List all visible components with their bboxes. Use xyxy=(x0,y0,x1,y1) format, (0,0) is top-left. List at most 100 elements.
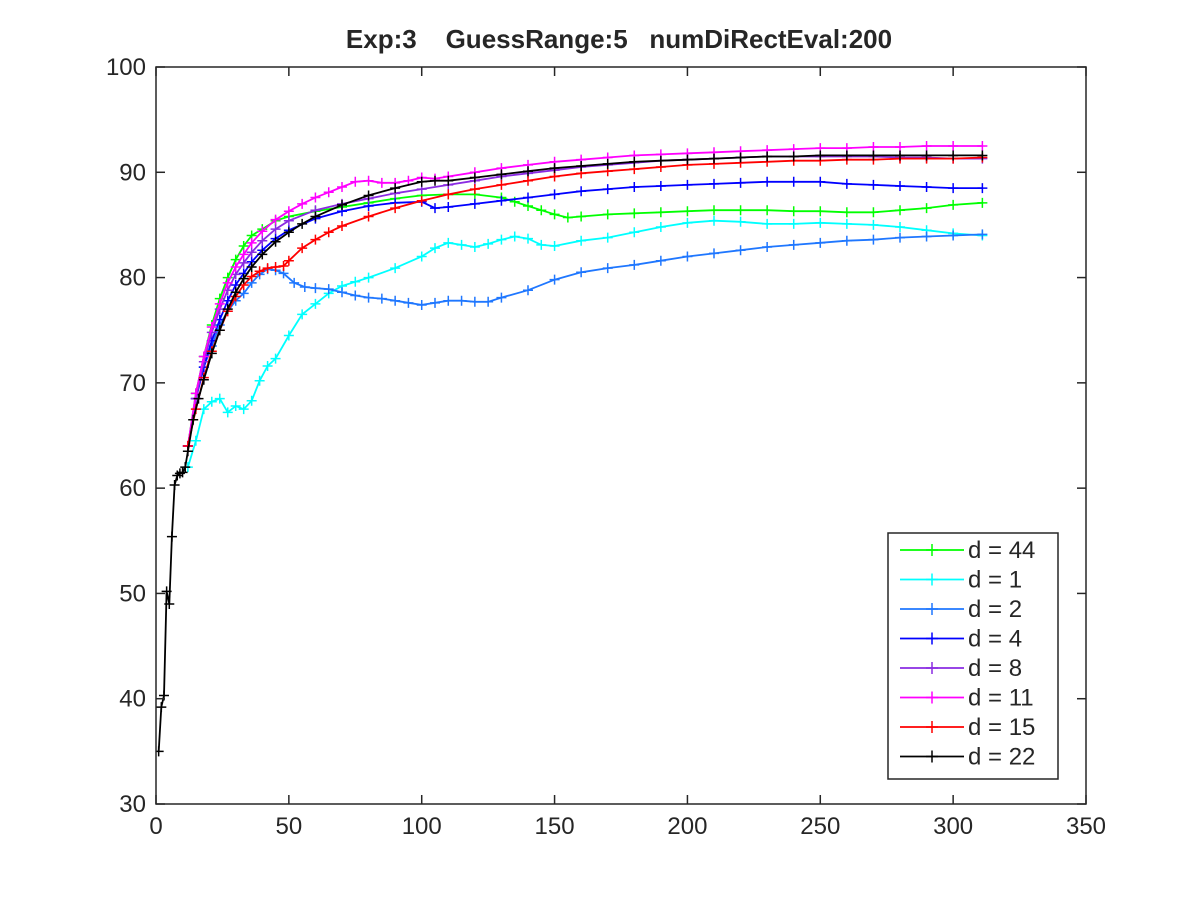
data-point-d-22 xyxy=(788,151,799,162)
legend-swatch-marker xyxy=(926,750,938,763)
legend-item-d-1: d = 1 xyxy=(900,567,1022,594)
data-point-d-1 xyxy=(390,263,401,274)
data-point-d-22 xyxy=(549,163,560,174)
legend-label: d = 15 xyxy=(968,714,1035,741)
data-point-d-22 xyxy=(735,152,746,163)
data-point-d-1 xyxy=(262,361,273,372)
data-point-d-15 xyxy=(283,255,294,266)
data-point-d-44 xyxy=(682,206,693,217)
data-point-d-2 xyxy=(576,267,587,278)
data-point-d-22 xyxy=(166,531,177,542)
data-point-d-44 xyxy=(562,212,573,223)
data-point-d-2 xyxy=(549,274,560,285)
data-point-d-1 xyxy=(254,375,265,386)
data-point-d-1 xyxy=(815,217,826,228)
data-point-d-22 xyxy=(310,211,321,222)
data-point-d-4 xyxy=(602,184,613,195)
data-point-d-4 xyxy=(443,202,454,213)
data-point-d-2 xyxy=(523,285,533,296)
axes-box xyxy=(155,66,1087,805)
data-point-d-1 xyxy=(443,237,454,248)
data-point-d-11 xyxy=(246,237,257,248)
data-point-d-44 xyxy=(921,203,932,214)
data-point-d-22 xyxy=(246,262,257,273)
data-point-d-22 xyxy=(257,249,268,260)
legend-swatch-marker xyxy=(926,544,938,556)
y-tick-label: 70 xyxy=(119,370,146,397)
plot-area xyxy=(156,140,988,757)
data-point-d-1 xyxy=(629,227,640,238)
x-tick-label: 300 xyxy=(933,813,973,840)
y-tick-label: 80 xyxy=(119,265,146,292)
series-d-22 xyxy=(156,150,988,757)
y-tick-label: 60 xyxy=(119,475,146,502)
legend-item-d-2: d = 2 xyxy=(900,596,1022,623)
data-point-d-4 xyxy=(788,176,799,187)
data-point-d-15 xyxy=(469,184,480,195)
data-point-d-11 xyxy=(222,277,233,288)
data-point-d-11 xyxy=(323,187,334,198)
data-point-d-22 xyxy=(921,150,932,161)
data-point-d-2 xyxy=(310,283,321,294)
data-point-d-4 xyxy=(868,179,879,190)
data-point-d-22 xyxy=(629,156,640,167)
data-point-d-11 xyxy=(921,140,932,151)
data-point-d-2 xyxy=(456,295,467,306)
y-tick-label: 30 xyxy=(119,791,146,818)
data-point-d-11 xyxy=(977,140,988,151)
data-point-d-1 xyxy=(363,272,374,283)
data-point-d-4 xyxy=(629,182,640,193)
data-point-d-1 xyxy=(655,222,666,233)
data-point-d-1 xyxy=(841,218,852,229)
data-point-d-22 xyxy=(841,150,852,161)
x-tick-label: 100 xyxy=(402,813,442,840)
data-point-d-11 xyxy=(337,182,347,193)
data-point-d-1 xyxy=(456,239,467,250)
data-point-d-44 xyxy=(788,206,799,217)
data-point-d-22 xyxy=(416,176,427,187)
data-point-d-2 xyxy=(443,295,454,306)
data-point-d-4 xyxy=(469,198,480,209)
data-point-d-44 xyxy=(523,200,533,211)
data-point-d-44 xyxy=(576,211,587,222)
data-point-d-2 xyxy=(299,282,310,293)
series-group xyxy=(156,140,988,757)
data-point-d-4 xyxy=(682,179,693,190)
data-point-d-15 xyxy=(297,243,308,254)
data-point-d-44 xyxy=(238,240,249,251)
data-point-d-8 xyxy=(270,224,281,235)
data-point-d-44 xyxy=(868,207,879,218)
data-point-d-1 xyxy=(483,238,494,249)
data-point-d-1 xyxy=(762,218,773,229)
data-point-d-2 xyxy=(629,259,640,270)
data-point-d-1 xyxy=(509,231,520,242)
data-point-d-1 xyxy=(350,276,361,287)
data-point-d-44 xyxy=(602,209,613,220)
data-point-d-11 xyxy=(310,192,321,203)
legend-swatch-marker xyxy=(926,573,938,586)
data-point-d-11 xyxy=(206,322,217,333)
data-point-d-8 xyxy=(283,215,294,226)
legend-swatch-marker xyxy=(926,662,938,674)
data-point-d-2 xyxy=(323,284,334,295)
data-point-d-22 xyxy=(198,374,209,385)
data-point-d-1 xyxy=(416,251,427,262)
data-point-d-1 xyxy=(788,218,799,229)
data-point-d-44 xyxy=(655,207,666,218)
data-point-d-22 xyxy=(177,467,188,478)
data-point-d-2 xyxy=(289,277,300,288)
data-point-d-22 xyxy=(868,150,879,161)
data-point-d-4 xyxy=(841,178,852,189)
data-point-d-2 xyxy=(376,293,387,304)
data-point-d-22 xyxy=(895,150,905,161)
data-point-d-22 xyxy=(270,236,281,247)
data-point-d-22 xyxy=(496,169,507,180)
data-point-d-4 xyxy=(762,176,773,187)
legend-label: d = 44 xyxy=(968,537,1035,564)
data-point-d-8 xyxy=(246,247,257,258)
data-point-d-2 xyxy=(895,232,905,243)
legend-label: d = 11 xyxy=(968,685,1034,712)
legend-item-d-15: d = 15 xyxy=(900,714,1035,741)
data-point-d-44 xyxy=(549,209,560,220)
